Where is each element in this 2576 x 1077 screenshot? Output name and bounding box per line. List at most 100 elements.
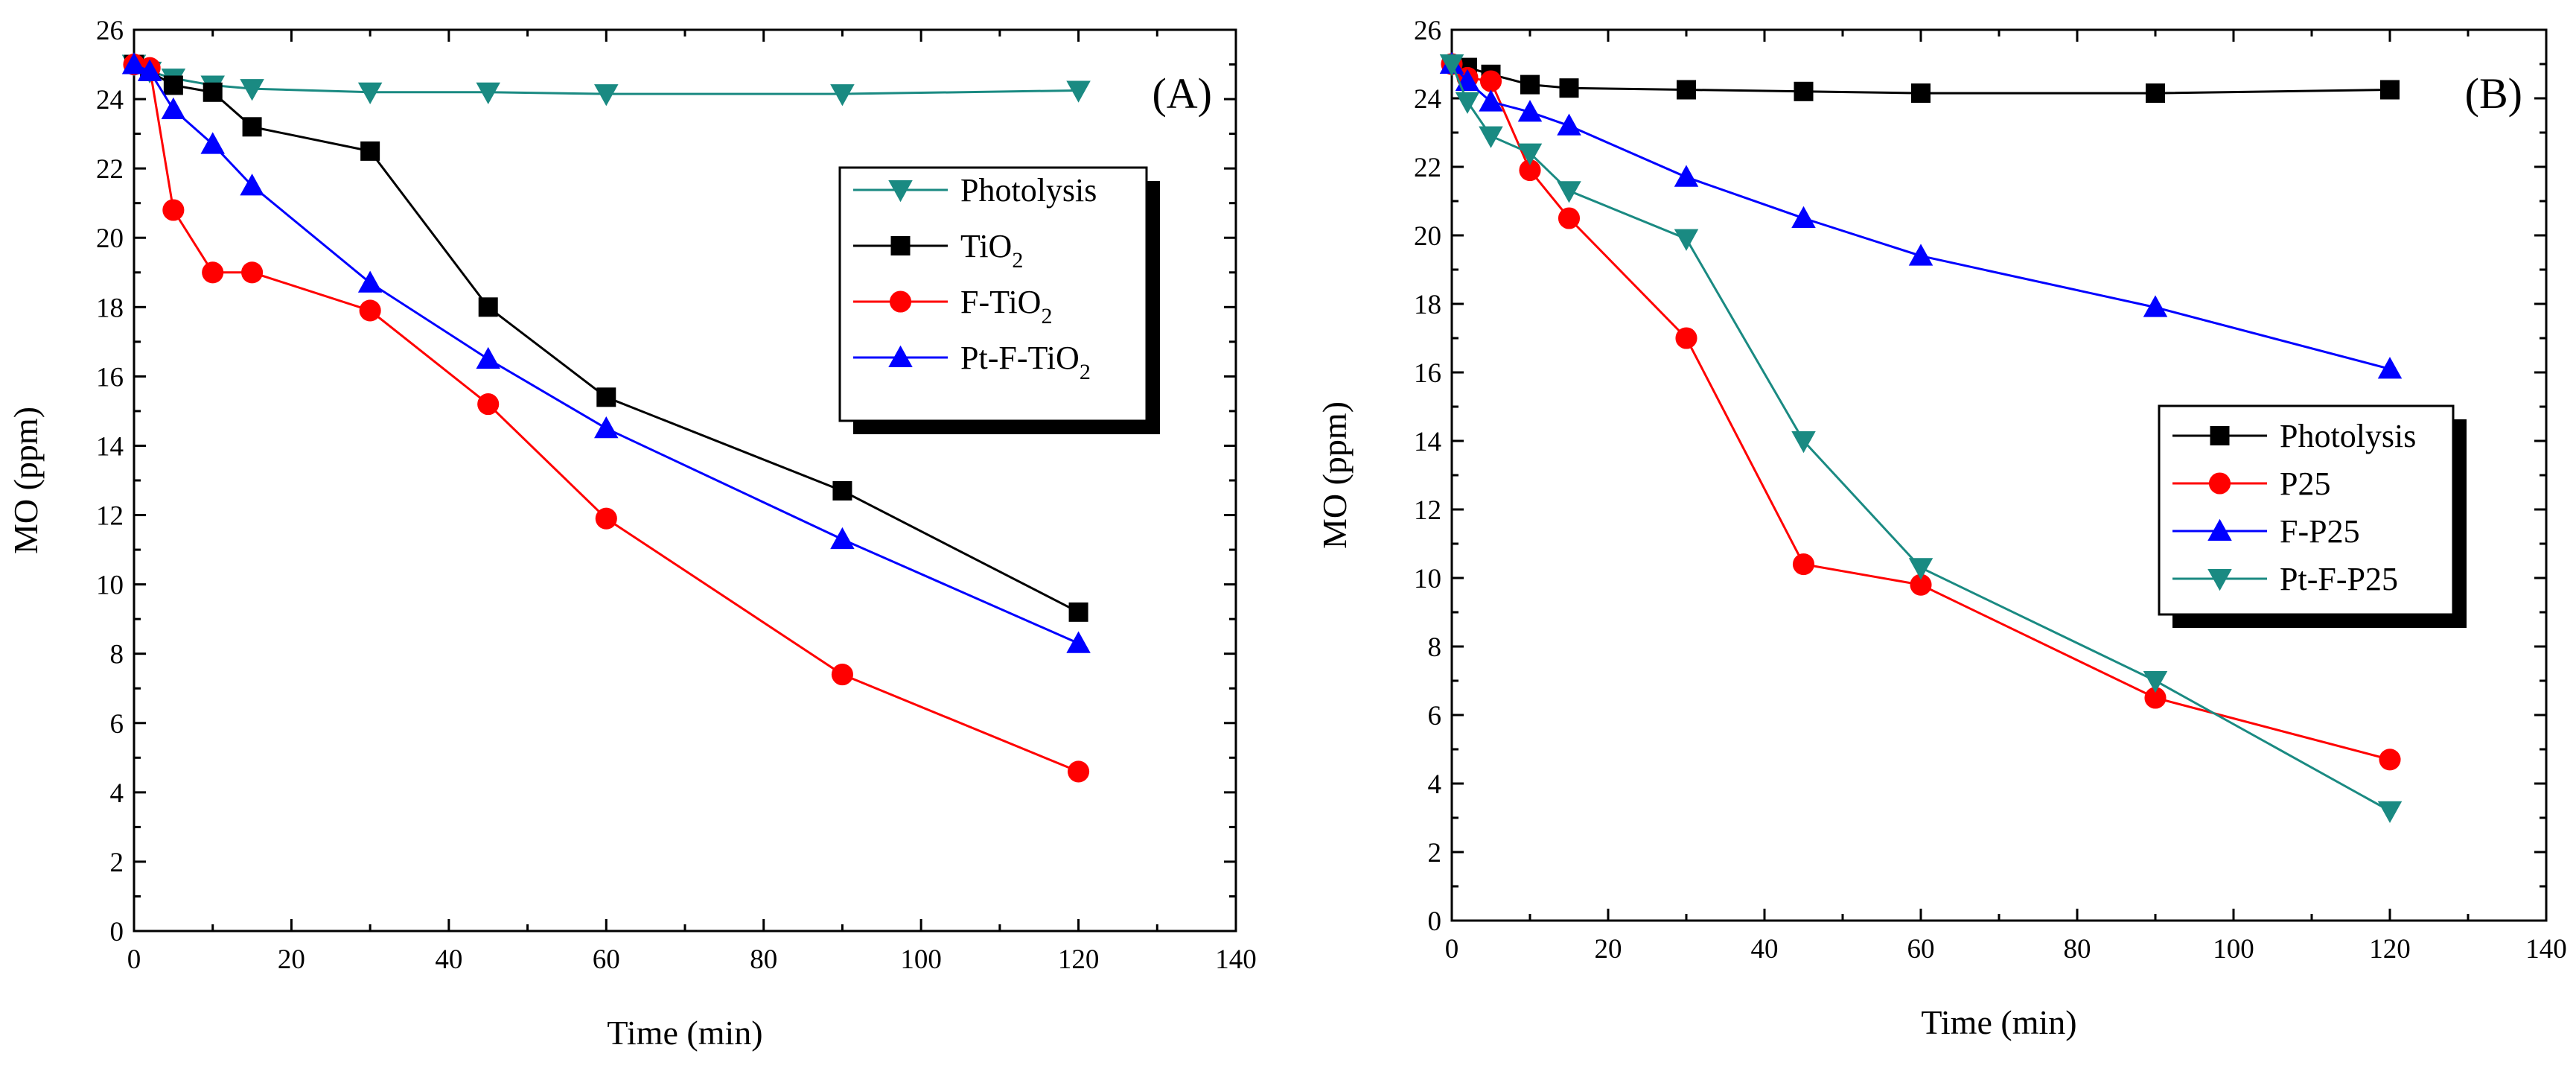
- data-point: [832, 480, 852, 501]
- data-point: [1066, 80, 1091, 103]
- data-point: [1674, 229, 1699, 251]
- y-tick-label: 26: [96, 16, 124, 46]
- data-point: [1677, 80, 1696, 100]
- data-point: [1675, 327, 1697, 349]
- data-point: [1519, 159, 1541, 182]
- data-point: [2377, 801, 2403, 824]
- data-point: [2143, 295, 2168, 317]
- data-point: [357, 82, 383, 105]
- y-tick-label: 16: [1414, 358, 1441, 389]
- data-point: [594, 416, 619, 439]
- y-tick-label: 20: [1414, 221, 1441, 252]
- x-tick-label: 120: [2369, 934, 2411, 965]
- y-tick-label: 12: [1414, 495, 1441, 526]
- x-tick-label: 0: [127, 944, 141, 975]
- data-point: [594, 84, 619, 107]
- legend-label-base: F-P25: [2280, 513, 2360, 550]
- legend-label-base: Photolysis: [960, 172, 1097, 209]
- chart-panel-b: 0 20 40 60 80 100 120 1400246810121416182022242…: [1316, 16, 2567, 1041]
- y-tick-label: 8: [1428, 632, 1442, 663]
- data-point: [1794, 81, 1814, 101]
- data-point: [1792, 553, 1815, 576]
- series-line: [133, 63, 1080, 614]
- y-tick-label: 2: [110, 848, 124, 878]
- series-line: [133, 63, 1080, 645]
- y-tick-label: 0: [110, 917, 124, 947]
- y-axis-label: MO (ppm): [7, 407, 45, 554]
- legend-marker: [2208, 472, 2231, 495]
- series-line: [1450, 63, 2391, 370]
- y-tick-label: 8: [110, 640, 124, 670]
- data-point: [478, 297, 498, 317]
- legend-label: P25: [2280, 466, 2330, 502]
- y-axis-label: MO (ppm): [1316, 401, 1354, 549]
- legend-label: Photolysis: [2280, 418, 2416, 454]
- legend-label-subscript: 2: [1041, 304, 1052, 328]
- data-point: [240, 174, 264, 196]
- data-point: [1908, 244, 1933, 266]
- data-point: [1066, 631, 1091, 653]
- data-point: [1068, 760, 1090, 783]
- y-tick-label: 18: [1414, 290, 1441, 320]
- x-tick-label: 20: [278, 944, 305, 975]
- legend-marker: [2207, 569, 2232, 591]
- legend-label-base: Photolysis: [2280, 418, 2416, 454]
- legend-label: TiO2: [960, 228, 1023, 273]
- legend-label-subscript: 2: [1080, 360, 1091, 384]
- data-point: [2377, 357, 2403, 379]
- data-point: [1479, 89, 1503, 112]
- y-tick-label: 6: [110, 709, 124, 740]
- x-tick-label: 40: [435, 944, 462, 975]
- y-tick-label: 10: [1414, 564, 1441, 594]
- x-axis-label: Time (min): [607, 1014, 762, 1052]
- data-point: [202, 261, 224, 284]
- plot-frame: [133, 28, 1237, 933]
- x-axis-label: Time (min): [1921, 1003, 2076, 1041]
- data-point: [1910, 574, 1932, 596]
- data-point: [240, 79, 264, 101]
- data-point: [137, 59, 162, 81]
- x-tick-label: 120: [1058, 944, 1100, 975]
- series-pt-f-tio2: [121, 52, 1091, 653]
- data-point: [2379, 749, 2401, 771]
- data-point: [359, 299, 381, 322]
- legend-label-subscript: 2: [1012, 248, 1023, 273]
- data-point: [1791, 431, 1816, 454]
- data-point: [1068, 602, 1088, 622]
- data-point: [200, 132, 225, 154]
- chart-panel-a: 0 20 40 60 80 100 120 1400246810121416182022242…: [7, 16, 1257, 1052]
- legend-label-base: Pt-F-P25: [2280, 561, 2398, 597]
- y-tick-label: 0: [1428, 906, 1442, 937]
- legend-label: Photolysis: [960, 172, 1097, 209]
- data-point: [203, 82, 223, 102]
- data-point: [477, 393, 500, 416]
- legend-marker: [889, 290, 912, 313]
- y-tick-label: 4: [1428, 769, 1442, 800]
- series-pt-f-p25: [1439, 54, 2403, 824]
- x-tick-label: 40: [1751, 934, 1779, 965]
- x-tick-label: 140: [2525, 934, 2567, 965]
- x-tick-label: 140: [1215, 944, 1257, 975]
- data-point: [163, 75, 183, 95]
- data-point: [357, 270, 383, 293]
- data-point: [1479, 126, 1503, 148]
- legend-label-base: F-TiO: [960, 284, 1041, 320]
- legend: Photolysis P25 F-P25 Pt-F-P25: [2158, 404, 2467, 628]
- data-point: [1908, 558, 1933, 580]
- x-tick-label: 80: [2064, 934, 2091, 965]
- data-point: [831, 664, 853, 686]
- data-point: [360, 141, 380, 161]
- data-point: [1517, 143, 1543, 165]
- legend-marker: [2210, 426, 2230, 445]
- y-tick-label: 24: [96, 85, 124, 115]
- series-line: [1450, 63, 2391, 813]
- legend-marker: [890, 236, 911, 255]
- x-tick-label: 60: [593, 944, 620, 975]
- y-tick-label: 6: [1428, 701, 1442, 731]
- data-point: [161, 97, 186, 120]
- data-point: [1559, 78, 1579, 98]
- legend-label-base: P25: [2280, 466, 2330, 502]
- y-tick-label: 24: [1414, 84, 1441, 115]
- series-photolysis: [121, 54, 1091, 107]
